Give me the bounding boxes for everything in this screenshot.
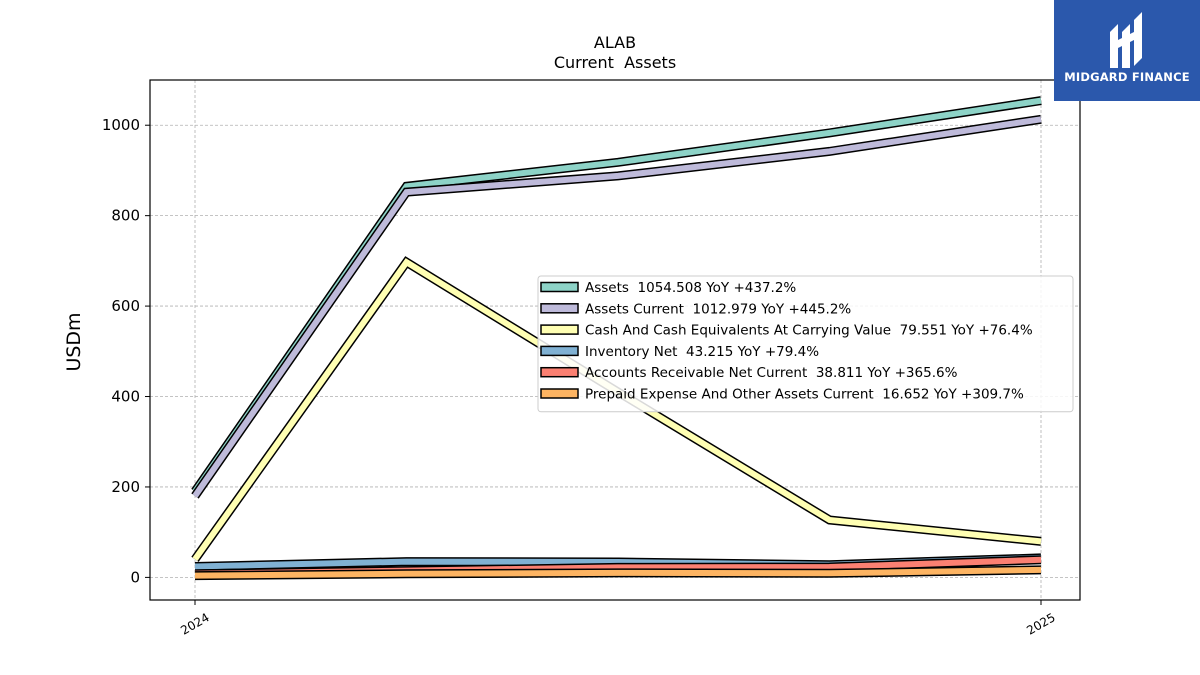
legend-swatch (540, 388, 579, 399)
legend-label: Assets Current 1012.979 YoY +445.2% (585, 301, 851, 317)
chart-subtitle: Current Assets (554, 53, 676, 72)
legend: Assets 1054.508 YoY +437.2% Assets Curren… (537, 275, 1074, 413)
y-tick-label: 800 (111, 207, 140, 225)
legend-label: Cash And Cash Equivalents At Carrying Va… (585, 323, 1033, 339)
y-tick-label: 400 (111, 388, 140, 406)
y-tick-label: 1000 (102, 116, 140, 134)
y-axis-label: USDm (63, 312, 85, 371)
legend-label: Inventory Net 43.215 YoY +79.4% (585, 344, 819, 360)
plot-frame (149, 79, 1081, 601)
y-tick-label: 0 (130, 568, 140, 586)
legend-label: Prepaid Expense And Other Assets Current… (585, 387, 1024, 403)
legend-label: Assets 1054.508 YoY +437.2% (585, 280, 796, 296)
midgard-logo-icon (1110, 12, 1142, 68)
legend-swatch (540, 345, 579, 357)
y-tick-label: 600 (111, 297, 140, 315)
legend-label: Accounts Receivable Net Current 38.811 Y… (585, 365, 958, 381)
legend-swatch (540, 324, 579, 335)
legend-box (537, 275, 1074, 413)
legend-swatch (540, 281, 579, 293)
series-line-5 (194, 566, 1042, 579)
x-tick-label: 2024 (178, 610, 211, 637)
x-tick-label: 2025 (1024, 610, 1057, 637)
legend-swatch (540, 303, 579, 314)
chart-title: ALAB (594, 33, 636, 52)
axes: 0 200 400 600 800 1000 2024 2025 (102, 116, 1058, 637)
y-tick-label: 200 (111, 478, 140, 496)
series-line-1 (192, 116, 1042, 498)
brand-name: MIDGARD FINANCE (1064, 70, 1190, 84)
legend-swatch (540, 366, 579, 378)
brand-logo: MIDGARD FINANCE (1054, 0, 1200, 101)
